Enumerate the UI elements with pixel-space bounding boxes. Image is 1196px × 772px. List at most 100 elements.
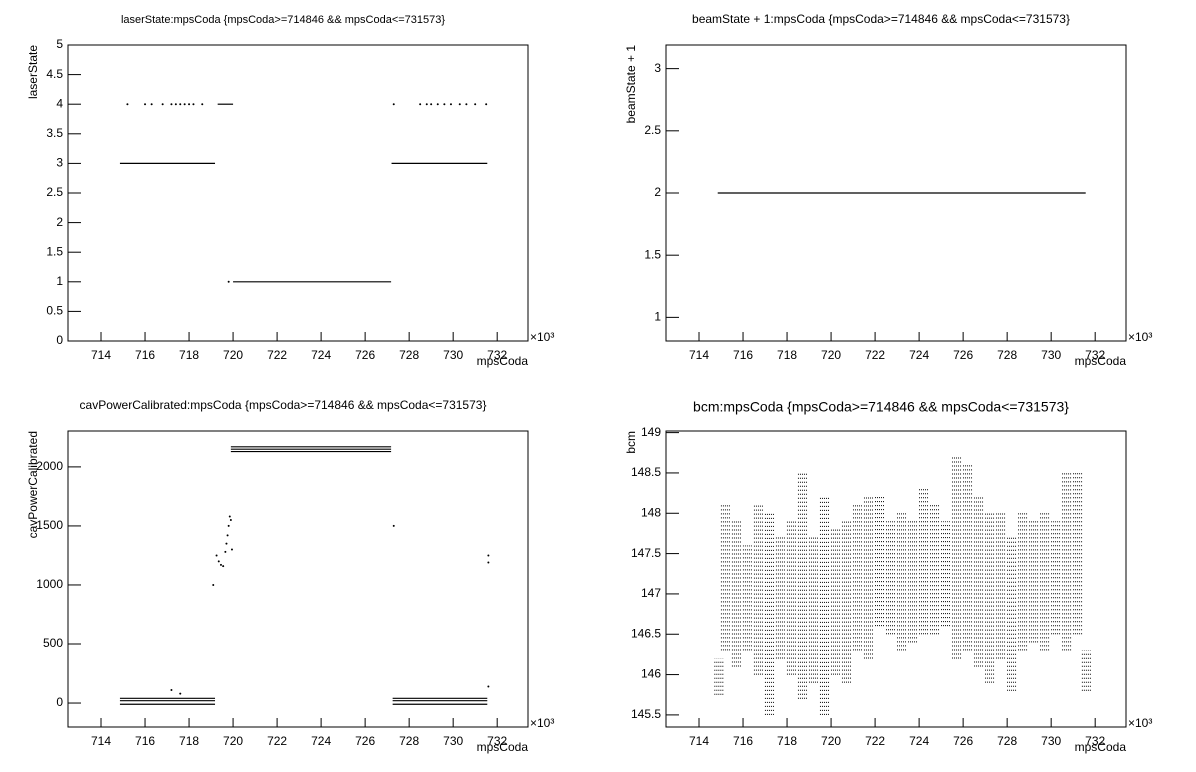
y-tick-label: 148 xyxy=(641,505,661,519)
data-point xyxy=(487,554,490,557)
data-point xyxy=(215,554,218,557)
x-tick-label: 722 xyxy=(267,734,287,748)
y-axis-label: bcm xyxy=(624,431,638,454)
y-tick-label: 2 xyxy=(654,185,661,199)
y-axis-label: laserState xyxy=(26,45,40,99)
data-point xyxy=(449,103,452,106)
x-tick-label: 728 xyxy=(997,734,1017,748)
x-tick-label: 724 xyxy=(311,734,331,748)
x-tick-label: 714 xyxy=(689,734,709,748)
data-point xyxy=(392,103,395,106)
x-tick-label: 720 xyxy=(821,734,841,748)
x-tick-label: 722 xyxy=(267,348,287,362)
x-tick-label: 718 xyxy=(179,348,199,362)
data-point xyxy=(174,103,177,106)
y-tick-label: 3 xyxy=(56,156,63,170)
x-multiplier: ×10³ xyxy=(1128,716,1152,730)
x-tick-label: 732 xyxy=(1085,734,1105,748)
x-tick-label: 716 xyxy=(135,348,155,362)
y-tick-label: 3 xyxy=(654,61,661,75)
x-tick-label: 722 xyxy=(865,734,885,748)
data-point xyxy=(226,534,229,537)
y-tick-label: 1.5 xyxy=(644,247,661,261)
y-tick-label: 1000 xyxy=(36,577,63,591)
x-tick-label: 722 xyxy=(865,348,885,362)
data-point xyxy=(436,103,439,106)
x-tick-label: 728 xyxy=(399,348,419,362)
data-point xyxy=(443,103,446,106)
data-point xyxy=(217,560,220,563)
x-tick-label: 728 xyxy=(399,734,419,748)
data-point xyxy=(144,103,147,106)
x-axis-label: mpsCoda xyxy=(477,740,529,754)
data-point xyxy=(188,103,191,106)
frame xyxy=(665,430,1127,728)
data-point xyxy=(474,103,477,106)
y-tick-label: 1.5 xyxy=(46,244,63,258)
x-tick-label: 716 xyxy=(733,348,753,362)
data-point xyxy=(225,542,228,545)
x-tick-label: 718 xyxy=(777,348,797,362)
x-tick-label: 718 xyxy=(777,734,797,748)
data-point xyxy=(227,280,230,283)
chart-title: laserState:mpsCoda {mpsCoda>=714846 && m… xyxy=(121,14,445,26)
y-tick-label: 4.5 xyxy=(46,67,63,81)
x-tick-label: 714 xyxy=(91,348,111,362)
y-tick-label: 147.5 xyxy=(631,546,661,560)
chart-title: beamState + 1:mpsCoda {mpsCoda>=714846 &… xyxy=(692,12,1070,26)
y-tick-label: 5 xyxy=(56,37,63,51)
x-tick-label: 720 xyxy=(223,348,243,362)
data-point xyxy=(224,550,227,553)
data-point xyxy=(150,103,153,106)
y-axis-label: beamState + 1 xyxy=(624,45,638,124)
y-tick-label: 1 xyxy=(654,310,661,324)
x-tick-label: 730 xyxy=(1041,734,1061,748)
x-tick-label: 726 xyxy=(355,348,375,362)
y-tick-label: 2000 xyxy=(36,459,63,473)
x-tick-label: 728 xyxy=(997,348,1017,362)
data-point xyxy=(227,524,230,527)
y-tick-label: 3.5 xyxy=(46,126,63,140)
data-point xyxy=(485,103,488,106)
y-tick-label: 145.5 xyxy=(631,707,661,721)
x-tick-label: 716 xyxy=(135,734,155,748)
frame xyxy=(67,430,529,728)
y-tick-label: 0 xyxy=(56,695,63,709)
x-axis-label: mpsCoda xyxy=(477,354,529,368)
x-tick-label: 726 xyxy=(953,734,973,748)
chart-title: bcm:mpsCoda {mpsCoda>=714846 && mpsCoda<… xyxy=(693,399,1069,415)
y-tick-label: 2 xyxy=(56,215,63,229)
y-tick-label: 147 xyxy=(641,586,661,600)
data-point xyxy=(425,103,428,106)
y-axis-label: cavPowerCalibrated xyxy=(26,431,40,538)
data-point xyxy=(170,103,173,106)
x-tick-label: 730 xyxy=(1041,348,1061,362)
x-tick-label: 714 xyxy=(91,734,111,748)
y-tick-label: 1500 xyxy=(36,518,63,532)
y-tick-label: 1 xyxy=(56,274,63,288)
y-tick-label: 146.5 xyxy=(631,626,661,640)
x-multiplier: ×10³ xyxy=(530,716,554,730)
data-point xyxy=(161,103,164,106)
data-point xyxy=(458,103,461,106)
x-tick-label: 724 xyxy=(909,734,929,748)
x-multiplier: ×10³ xyxy=(530,330,554,344)
x-tick-label: 730 xyxy=(443,348,463,362)
data-point xyxy=(170,689,173,692)
data-point xyxy=(487,561,490,564)
data-point xyxy=(229,519,232,522)
x-tick-label: 718 xyxy=(179,734,199,748)
data-point xyxy=(179,692,182,695)
data-point xyxy=(192,103,195,106)
y-tick-label: 2.5 xyxy=(46,185,63,199)
data-point xyxy=(126,103,129,106)
data-point xyxy=(419,103,422,106)
x-tick-label: 726 xyxy=(355,734,375,748)
y-tick-label: 148.5 xyxy=(631,465,661,479)
y-tick-label: 0.5 xyxy=(46,304,63,318)
chart-title: cavPowerCalibrated:mpsCoda {mpsCoda>=714… xyxy=(80,398,487,412)
y-tick-label: 149 xyxy=(641,425,661,439)
x-tick-label: 724 xyxy=(909,348,929,362)
x-tick-label: 732 xyxy=(487,348,507,362)
